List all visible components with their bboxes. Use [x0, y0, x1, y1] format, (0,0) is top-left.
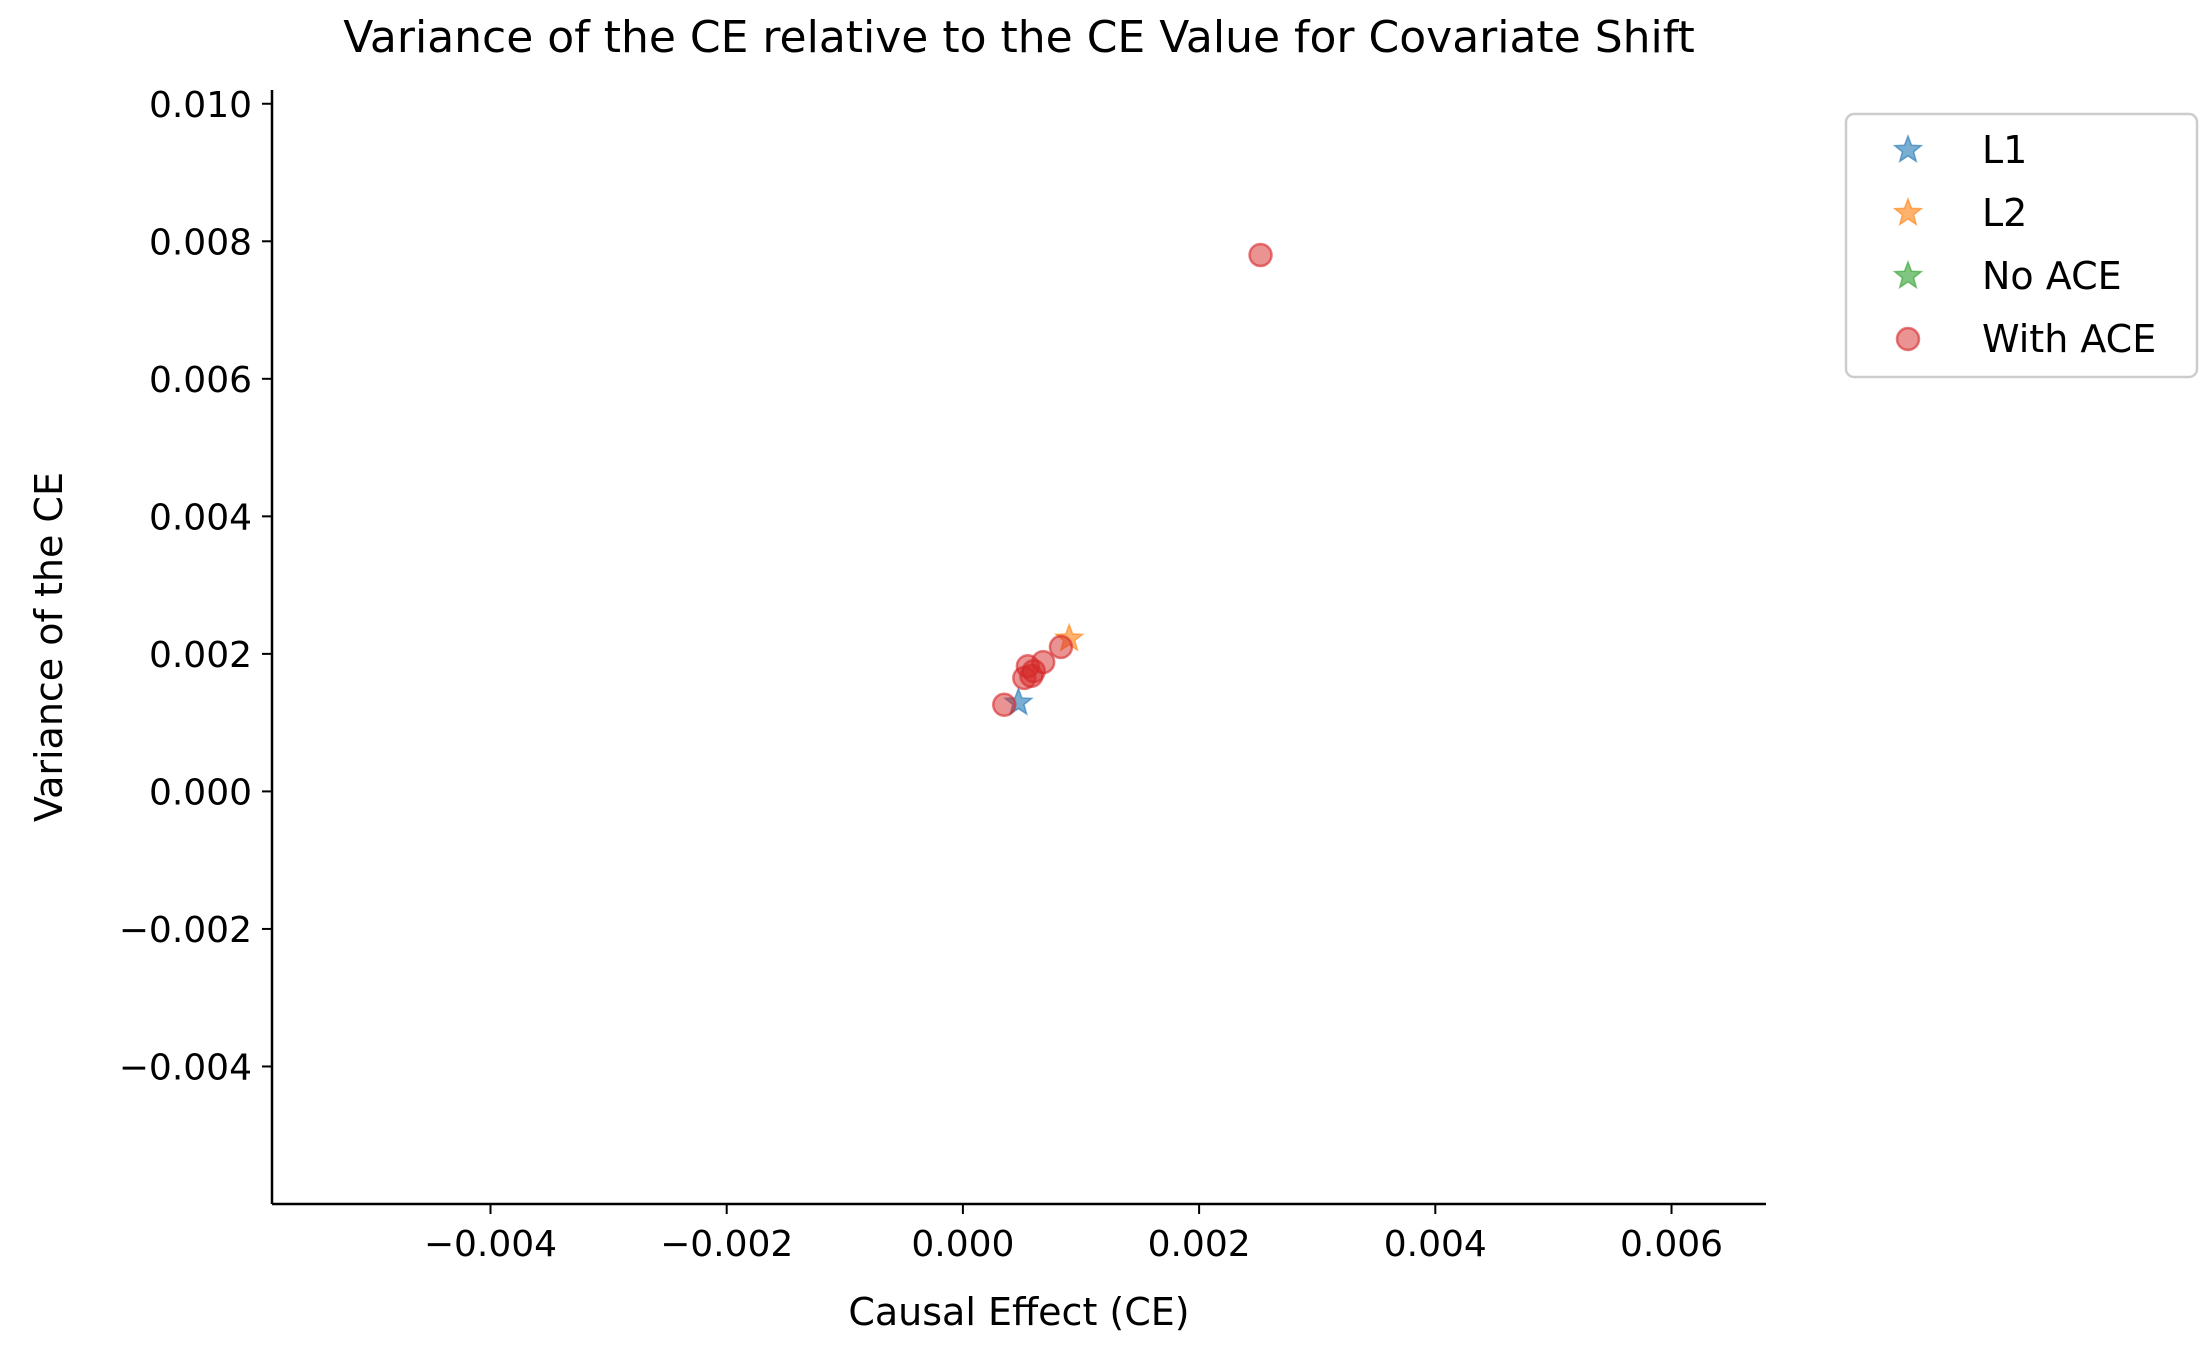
y-tick-label: 0.002 [149, 635, 252, 676]
axes [270, 90, 1766, 1206]
legend-marker [1895, 326, 1921, 352]
y-axis-label: Variance of the CE [27, 472, 71, 822]
x-tick-label: 0.006 [1620, 1224, 1723, 1265]
legend-item-l2: L2 [1892, 191, 2027, 235]
legend-frame [1844, 112, 2199, 379]
x-ticks: −0.004 −0.002 0.000 0.002 0.004 0.006 [424, 1204, 1723, 1265]
x-tick-label: −0.002 [660, 1224, 793, 1265]
data-point [1248, 242, 1273, 268]
legend-marker [1892, 259, 1924, 290]
x-tick-label: 0.002 [1148, 1224, 1251, 1265]
legend-label: With ACE [1982, 317, 2156, 361]
y-tick-label: 0.000 [149, 772, 252, 813]
data-point [1048, 634, 1074, 660]
x-tick-label: 0.000 [911, 1224, 1014, 1265]
series-with-ace [991, 242, 1273, 718]
legend-label: L1 [1982, 128, 2027, 172]
y-tick-label: 0.010 [149, 85, 252, 126]
legend-item-with-ace: With ACE [1895, 317, 2156, 361]
y-tick-label: 0.004 [149, 497, 252, 538]
legend-label: L2 [1982, 191, 2027, 235]
legend-label: No ACE [1982, 254, 2122, 298]
y-tick-label: −0.002 [119, 910, 252, 951]
x-tick-label: −0.004 [424, 1224, 557, 1265]
legend-item-l1: L1 [1892, 128, 2027, 172]
chart-title: Variance of the CE relative to the CE Va… [343, 12, 1695, 63]
y-tick-label: 0.008 [149, 222, 252, 263]
plot-area [991, 242, 1273, 718]
legend-marker [1892, 133, 1924, 164]
legend-marker [1892, 196, 1924, 227]
legend: L1 L2 No ACE With ACE [1844, 112, 2199, 379]
data-point [1030, 649, 1056, 675]
x-axis-label: Causal Effect (CE) [848, 1290, 1189, 1334]
legend-items: L1 L2 No ACE With ACE [1892, 128, 2156, 361]
x-tick-label: 0.004 [1384, 1224, 1487, 1265]
y-ticks: −0.004 −0.002 0.000 0.002 0.004 0.006 0.008 0.0… [119, 85, 272, 1088]
legend-item-no-ace: No ACE [1892, 254, 2122, 298]
y-tick-label: −0.004 [119, 1047, 252, 1088]
data-point [991, 692, 1017, 718]
y-tick-label: 0.006 [149, 360, 252, 401]
